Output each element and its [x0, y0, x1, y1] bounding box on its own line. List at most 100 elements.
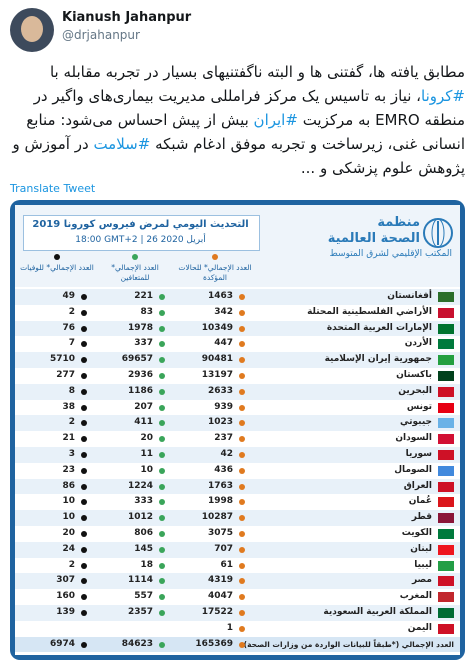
value-dot: [81, 373, 87, 379]
image-title: التحديث اليومي لمرض فيروس كورونا 2019: [32, 219, 249, 230]
value-dot: [159, 373, 165, 379]
cell-value: 557: [134, 591, 153, 602]
column-dot: [54, 254, 60, 260]
country-name: تونس: [406, 401, 432, 412]
value-dot: [239, 499, 245, 506]
cell-value: 11: [140, 449, 153, 459]
flag: [438, 434, 454, 445]
cell-value: 90481: [201, 354, 233, 365]
table-row: السودان 237 20 21: [15, 431, 460, 447]
flag: [438, 355, 454, 366]
cell-value: 221: [134, 291, 153, 301]
cell-value: 139: [56, 607, 75, 617]
value-dot: [239, 515, 245, 522]
country-name: ليبيا: [414, 559, 432, 570]
hashtag[interactable]: #سلامت: [93, 135, 151, 153]
cell-value: 1224: [127, 480, 153, 491]
cell-value: 10287: [201, 512, 233, 523]
table-row: جيبوتي 1023 411 2: [15, 415, 460, 432]
translate-link[interactable]: Translate Tweet: [10, 182, 96, 195]
value-dot: [239, 420, 245, 427]
column-title: العدد الإجمالي* للحالات المؤكدة: [178, 263, 252, 282]
user-handle[interactable]: @drjahanpur: [62, 28, 140, 42]
value-dot: [159, 404, 165, 411]
table-row: مصر 4319 1114 307: [15, 573, 460, 590]
cell-value: 145: [134, 543, 153, 554]
cell-value: 3075: [207, 528, 233, 538]
value-dot: [239, 610, 245, 616]
tweet-image[interactable]: التحديث اليومي لمرض فيروس كورونا 2019 1 8…: [10, 200, 465, 660]
cell-value: 4319: [207, 575, 233, 586]
value-dot: [239, 578, 245, 585]
cell-value: 24: [62, 543, 75, 554]
flag: [438, 450, 454, 460]
flag: [438, 465, 454, 476]
country-name: جيبوتي: [400, 417, 432, 428]
country-name: مصر: [411, 575, 432, 586]
country-name: سوريا: [405, 449, 432, 459]
value-dot: [239, 546, 245, 553]
flag: [438, 386, 454, 397]
flag: [438, 513, 454, 524]
flag: [438, 608, 454, 618]
cell-value: 436: [214, 464, 233, 475]
hashtag[interactable]: #کرونا: [421, 87, 465, 105]
hashtag[interactable]: #ایران: [253, 111, 298, 129]
cell-value: 10: [140, 464, 153, 475]
cell-value: 10: [62, 496, 75, 507]
org-name: الصحة العالمية: [327, 231, 420, 246]
value-dot: [159, 420, 165, 427]
avatar[interactable]: [10, 8, 54, 52]
flag: [438, 339, 454, 350]
flag: [438, 529, 454, 539]
flag: [438, 576, 454, 587]
value-dot: [239, 294, 245, 300]
table-row: اليمن 1: [15, 620, 460, 637]
cell-value: 1: [226, 622, 233, 633]
value-dot: [81, 420, 87, 427]
table-row: الإمارات العربية المتحدة 10349 1978 76: [15, 320, 460, 337]
value-dot: [159, 325, 165, 332]
flag: [438, 497, 454, 508]
who-logo: [423, 218, 453, 248]
flag: [438, 418, 454, 429]
cell-value: 1186: [127, 385, 153, 396]
value-dot: [159, 546, 165, 553]
value-dot: [81, 483, 87, 490]
image-content: التحديث اليومي لمرض فيروس كورونا 2019 1 8…: [15, 205, 460, 655]
value-dot: [81, 546, 87, 553]
value-dot: [81, 388, 87, 395]
table-row: المغرب 4047 557 160: [15, 589, 460, 605]
value-dot: [81, 562, 87, 569]
cell-value: 4047: [207, 591, 233, 602]
value-dot: [159, 309, 165, 316]
cell-value: 76: [62, 322, 75, 333]
value-dot: [159, 641, 165, 648]
value-dot: [239, 562, 245, 569]
country-name: اليمن: [407, 622, 432, 633]
cell-value: 3: [68, 449, 75, 459]
country-name: المغرب: [399, 591, 432, 602]
text-segment: مطابق یافته ها، گفتنی ها و البته ناگفتنی…: [49, 63, 465, 81]
cell-value: 207: [134, 401, 153, 412]
cell-value: 806: [134, 528, 153, 538]
country-name: لبنان: [410, 543, 432, 554]
cell-value: 342: [214, 306, 233, 317]
value-dot: [81, 515, 87, 522]
cell-value: 1463: [207, 291, 233, 301]
country-name: الأراضي الفلسطينية المحتلة: [307, 306, 432, 317]
cell-value: 1114: [127, 575, 153, 586]
cell-value: 10349: [201, 322, 233, 333]
text-segment: ، نیاز به تاسیس یک مرکز فرامللی مدیریت ب…: [33, 87, 465, 129]
value-dot: [239, 341, 245, 348]
org-name: منظمة: [377, 215, 420, 230]
table-row: البحرين 2633 1186 8: [15, 383, 460, 400]
user-name[interactable]: Kianush Jahanpur: [62, 10, 192, 25]
country-name: البحرين: [398, 385, 432, 396]
country-name: قطر: [411, 512, 432, 523]
cell-value: 86: [62, 480, 75, 491]
value-dot: [239, 404, 245, 411]
table-row: الأردن 447 337 7: [15, 336, 460, 353]
flag: [438, 592, 454, 603]
